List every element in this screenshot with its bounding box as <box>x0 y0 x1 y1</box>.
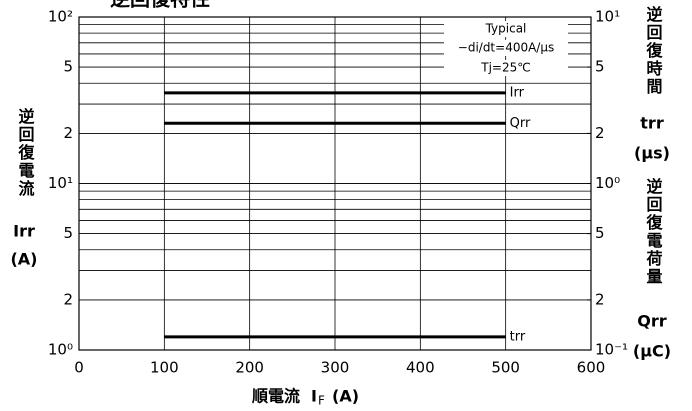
y2-tick-label: 5 <box>595 224 605 242</box>
x-label-subscript: F <box>318 394 325 408</box>
y-tick-label: 5 <box>63 58 73 76</box>
series-label: trr <box>510 329 526 344</box>
y2-label-symbol: trr <box>640 114 664 133</box>
y2-tick-label: 2 <box>595 290 605 308</box>
y2-label-unit: (μs) <box>634 144 670 163</box>
y2-label: 逆回復電荷量 <box>644 177 664 286</box>
y-label: 逆回復電流 <box>16 107 36 198</box>
y-tick-label: 10⁰ <box>48 341 73 359</box>
x-tick-label: 0 <box>74 359 84 377</box>
y2-tick-label: 10¹ <box>595 8 620 26</box>
y2-tick-label: 10⁰ <box>595 174 620 192</box>
annotation-bg <box>444 21 568 37</box>
x-label-symbol: I <box>311 387 317 406</box>
y-tick-label: 5 <box>63 224 73 242</box>
annotation: Tj=25℃ <box>480 61 530 75</box>
y2-tick-label: 10⁻¹ <box>595 341 628 359</box>
x-tick-label: 500 <box>491 359 520 377</box>
y2-tick-label: 2 <box>595 124 605 142</box>
x-tick-label: 100 <box>150 359 179 377</box>
series-label: Qrr <box>510 116 531 131</box>
annotation-bg <box>444 60 568 76</box>
y2-label-unit: (μC) <box>633 342 671 361</box>
y-tick-label: 10² <box>48 8 73 26</box>
y-tick-label: 2 <box>63 290 73 308</box>
annotation-bg <box>444 40 568 56</box>
plot-frame <box>78 16 592 351</box>
series-label: Irr <box>510 85 525 100</box>
x-label: 順電流 <box>251 387 300 406</box>
x-tick-label: 300 <box>321 359 350 377</box>
x-tick-label: 400 <box>406 359 435 377</box>
y2-label-symbol: Qrr <box>637 312 666 331</box>
y2-tick-label: 5 <box>595 58 605 76</box>
y-label-unit: (A) <box>10 250 37 269</box>
y-tick-label: 2 <box>63 124 73 142</box>
annotation: Typical <box>485 22 527 36</box>
y-tick-label: 10¹ <box>48 174 73 192</box>
x-tick-label: 600 <box>577 359 606 377</box>
x-label-unit: (A) <box>332 387 359 406</box>
annotation: −di/dt=400A/μs <box>458 41 554 55</box>
y-label-symbol: Irr <box>13 222 35 241</box>
y2-label: 逆回復時間 <box>644 5 664 96</box>
chart-title: 逆回復特性 <box>110 0 210 11</box>
x-tick-label: 200 <box>235 359 264 377</box>
